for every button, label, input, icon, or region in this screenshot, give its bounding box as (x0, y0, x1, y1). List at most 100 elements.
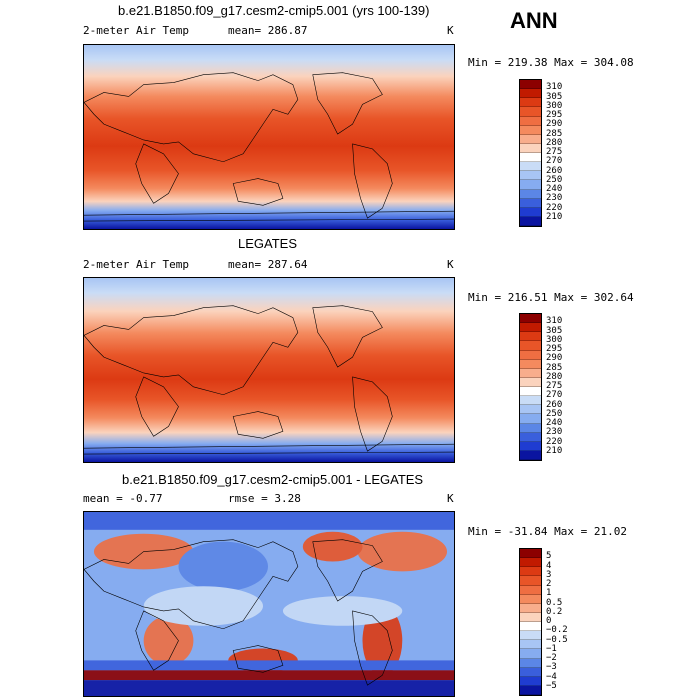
colorbar-swatch (520, 576, 541, 586)
colorbar-tick-label: 260 (546, 399, 563, 410)
colorbar-swatch (520, 314, 541, 324)
panel-3-title: b.e21.B1850.f09_g17.cesm2-cmip5.001 - LE… (122, 472, 424, 487)
panel-2-colorbar (519, 313, 542, 461)
panel-3-field (84, 512, 454, 696)
colorbar-swatch (520, 387, 541, 397)
colorbar-swatch (520, 658, 541, 668)
colorbar-swatch (520, 189, 541, 199)
panel-2-map (83, 277, 455, 463)
colorbar-swatch (520, 216, 541, 226)
colorbar-tick-label: 230 (546, 193, 563, 204)
panel-2-left-label: 2-meter Air Temp (83, 258, 189, 271)
colorbar-tick-label: 275 (546, 381, 563, 391)
colorbar-tick-label: 305 (546, 325, 563, 336)
colorbar-tick-label: 295 (546, 110, 563, 120)
colorbar-swatch (520, 667, 541, 677)
colorbar-swatch (520, 359, 541, 369)
panel-1-colorbar (519, 79, 542, 227)
colorbar-tick-label: 285 (546, 362, 563, 373)
colorbar-swatch (520, 567, 541, 577)
colorbar-swatch (520, 612, 541, 622)
colorbar-swatch (520, 640, 541, 650)
panel-3-units-label: K (447, 492, 454, 505)
panel-3-minmax: Min = -31.84 Max = 21.02 (468, 525, 627, 538)
colorbar-swatch (520, 585, 541, 595)
colorbar-swatch (520, 441, 541, 451)
panel-2-title: LEGATES (238, 236, 298, 251)
colorbar-tick-label: −1 (546, 643, 557, 654)
panel-2-units-label: K (447, 258, 454, 271)
colorbar-swatch (520, 631, 541, 641)
colorbar-swatch (520, 153, 541, 163)
season-label: ANN (510, 8, 558, 33)
colorbar-swatch (520, 622, 541, 632)
colorbar-swatch (520, 594, 541, 604)
colorbar-swatch (520, 332, 541, 342)
panel-3-map (83, 511, 455, 697)
colorbar-tick-label: 220 (546, 436, 563, 447)
colorbar-tick-label: 270 (546, 156, 563, 167)
colorbar-swatch (520, 98, 541, 108)
colorbar-tick-label: 295 (546, 344, 563, 354)
colorbar-swatch (520, 80, 541, 90)
colorbar-swatch (520, 549, 541, 559)
colorbar-swatch (520, 603, 541, 613)
panel-1-units-label: K (447, 24, 454, 37)
colorbar-swatch (520, 676, 541, 686)
colorbar-swatch (520, 414, 541, 424)
colorbar-swatch (520, 368, 541, 378)
panel-1-mean-label: mean= 286.87 (228, 24, 308, 37)
colorbar-tick-label: 5 (546, 551, 552, 562)
colorbar-swatch (520, 558, 541, 568)
colorbar-swatch (520, 341, 541, 351)
colorbar-swatch (520, 162, 541, 172)
colorbar-tick-label: 250 (546, 174, 563, 185)
panel-2-colorbar-labels: 310 305 300 295 290 285 280 275 270 260 250 240 230 2… (546, 313, 586, 461)
colorbar-tick-label: 220 (546, 202, 563, 213)
colorbar-swatch (520, 649, 541, 659)
colorbar-tick-label: 270 (546, 390, 563, 401)
panel-1-map (83, 44, 455, 230)
colorbar-tick-label: 250 (546, 408, 563, 419)
colorbar-swatch (520, 405, 541, 415)
colorbar-tick-label: 0.5 (546, 597, 563, 608)
panel-1-minmax: Min = 219.38 Max = 304.08 (468, 56, 634, 69)
colorbar-tick-label: −0.2 (546, 625, 568, 636)
colorbar-tick-label: 290 (546, 119, 563, 130)
colorbar-tick-label: 210 (546, 445, 563, 456)
panel-1-left-label: 2-meter Air Temp (83, 24, 189, 37)
colorbar-tick-label: 280 (546, 371, 563, 382)
colorbar-tick-label: 300 (546, 334, 563, 345)
colorbar-swatch (520, 116, 541, 126)
panel-3-colorbar-labels: 5 4 3 2 1 0.5 0.2 0 −0.2 −0.5 −1 −2 −3 −4 −5 (546, 548, 586, 696)
colorbar-swatch (520, 323, 541, 333)
colorbar-swatch (520, 685, 541, 695)
colorbar-swatch (520, 432, 541, 442)
colorbar-tick-label: 4 (546, 560, 552, 571)
colorbar-tick-label: 280 (546, 137, 563, 148)
colorbar-tick-label: −2 (546, 653, 557, 663)
panel-2-field (84, 278, 454, 462)
colorbar-swatch (520, 125, 541, 135)
colorbar-tick-label: −0.5 (546, 634, 568, 645)
colorbar-tick-label: −3 (546, 662, 557, 673)
colorbar-tick-label: 305 (546, 91, 563, 102)
colorbar-swatch (520, 207, 541, 217)
colorbar-tick-label: 275 (546, 147, 563, 157)
colorbar-tick-label: −5 (546, 680, 557, 691)
colorbar-swatch (520, 198, 541, 208)
colorbar-swatch (520, 377, 541, 387)
colorbar-tick-label: 0.2 (546, 606, 563, 617)
colorbar-swatch (520, 423, 541, 433)
panel-1-title: b.e21.B1850.f09_g17.cesm2-cmip5.001 (yrs… (118, 3, 430, 18)
panel-3-mean-label: mean = -0.77 (83, 492, 163, 505)
colorbar-tick-label: 260 (546, 165, 563, 176)
colorbar-swatch (520, 134, 541, 144)
colorbar-tick-label: 0 (546, 616, 552, 626)
colorbar-tick-label: 300 (546, 100, 563, 111)
colorbar-tick-label: 310 (546, 316, 563, 327)
colorbar-tick-label: 210 (546, 211, 563, 222)
colorbar-swatch (520, 107, 541, 117)
panel-1-field (84, 45, 454, 229)
colorbar-tick-label: 240 (546, 418, 563, 428)
